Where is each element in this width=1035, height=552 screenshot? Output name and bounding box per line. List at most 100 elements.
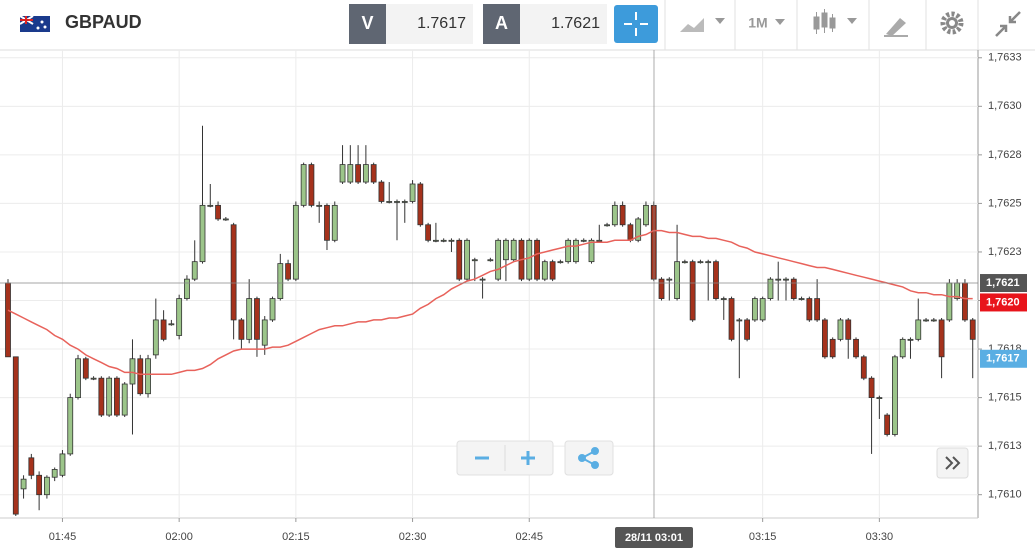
- crosshair-price: 1,7621: [986, 277, 1020, 289]
- zoom-in[interactable]: [521, 451, 535, 465]
- candle-body: [20, 478, 27, 490]
- candle-body: [845, 319, 852, 340]
- candle-body: [145, 358, 151, 395]
- crosshair-button[interactable]: [614, 5, 658, 43]
- candle-body: [176, 298, 183, 336]
- candle-body: [347, 164, 354, 183]
- candle-body: [331, 204, 338, 241]
- candle-body: [767, 278, 774, 299]
- candle-body: [666, 278, 673, 281]
- candle-body: [689, 261, 696, 321]
- crosshair-price-box: [980, 274, 1027, 293]
- candle-body: [837, 319, 844, 340]
- buy-box: [520, 4, 607, 44]
- crosshair-time-box: [615, 527, 693, 548]
- candle-body: [409, 183, 416, 202]
- candle-body: [67, 397, 74, 455]
- buy-label[interactable]: A: [495, 13, 508, 33]
- symbol: GBPAUD: [65, 12, 142, 32]
- candle-body: [526, 239, 533, 280]
- candle-body: [432, 239, 439, 242]
- candle-body: [619, 204, 626, 226]
- candle-body: [565, 239, 572, 263]
- candle-body: [90, 377, 97, 380]
- candle-body: [744, 319, 750, 340]
- candle-body: [471, 259, 478, 262]
- candle-body: [160, 319, 167, 340]
- share-button[interactable]: [578, 447, 599, 469]
- period-button[interactable]: 1M: [748, 15, 785, 31]
- chart-type-button[interactable]: [680, 18, 725, 32]
- candle-body: [946, 282, 953, 321]
- candle-body: [238, 319, 245, 340]
- candle-body: [884, 414, 891, 435]
- sell-price: 1.7617: [417, 15, 466, 32]
- candle-body: [596, 239, 603, 242]
- candle-body: [783, 278, 789, 281]
- candle-body: [892, 356, 898, 435]
- candle-body: [962, 282, 968, 321]
- candle-body: [5, 282, 11, 358]
- candle-body: [860, 356, 867, 379]
- candle-body: [355, 164, 362, 183]
- candle-body: [207, 204, 214, 207]
- candle-body: [36, 474, 43, 496]
- x-tick-label: 02:45: [515, 531, 543, 543]
- candle-body: [277, 263, 284, 299]
- draw-button[interactable]: [884, 18, 908, 37]
- candle-body: [557, 261, 564, 264]
- crosshair-time: 28/11 03:01: [625, 532, 683, 544]
- y-tick-label: 1,7623: [988, 246, 1022, 258]
- flag: [19, 15, 50, 32]
- candle-body: [876, 397, 883, 400]
- y-tick-label: 1,7628: [988, 149, 1022, 161]
- candle-body: [611, 204, 618, 226]
- sell-button[interactable]: [349, 4, 386, 44]
- period[interactable]: 1M: [748, 15, 767, 31]
- candle-body: [806, 298, 813, 321]
- sell-label[interactable]: V: [361, 13, 373, 33]
- y-tick-label: 1,7630: [988, 100, 1022, 112]
- candle-body: [137, 358, 144, 395]
- candle-body: [44, 476, 50, 496]
- candle-body: [339, 164, 346, 183]
- candle-body: [681, 261, 688, 264]
- sell-box: [386, 4, 473, 44]
- x-tick-label: 01:45: [49, 531, 77, 543]
- y-tick-label: 1,7633: [988, 52, 1022, 64]
- candle-body: [285, 263, 291, 280]
- candle-body: [184, 278, 190, 299]
- candle-body: [814, 298, 821, 321]
- buy-button[interactable]: [483, 4, 520, 44]
- candle-body: [464, 239, 470, 280]
- candle-body: [386, 201, 393, 203]
- candle-body: [899, 338, 906, 358]
- candle-body: [487, 259, 494, 262]
- candle-type-button[interactable]: [813, 9, 857, 34]
- candle-body: [448, 239, 455, 242]
- x-tick-label: 02:00: [165, 531, 193, 543]
- x-tick-label: 02:15: [282, 531, 310, 543]
- settings-button[interactable]: [940, 11, 964, 35]
- collapse-button[interactable]: [995, 11, 1021, 37]
- candle-body: [254, 298, 260, 340]
- candle-body: [269, 298, 276, 321]
- candle-body: [401, 201, 408, 203]
- candle-body: [573, 239, 579, 263]
- candle-body: [75, 358, 81, 399]
- candle-body: [152, 319, 159, 356]
- candle-body: [728, 298, 735, 340]
- candle-body: [261, 319, 268, 346]
- candle-body: [129, 358, 136, 385]
- candle-body: [736, 319, 743, 322]
- y-tick-label: 1,7610: [988, 489, 1022, 501]
- scroll-end-button[interactable]: [936, 447, 969, 479]
- candle-body: [541, 261, 548, 280]
- candle-body: [643, 204, 649, 226]
- buy-price: 1.7621: [551, 15, 600, 32]
- candle-body: [28, 457, 35, 476]
- candle-body: [362, 164, 369, 183]
- candle-body: [222, 218, 229, 221]
- candle-body: [907, 338, 914, 341]
